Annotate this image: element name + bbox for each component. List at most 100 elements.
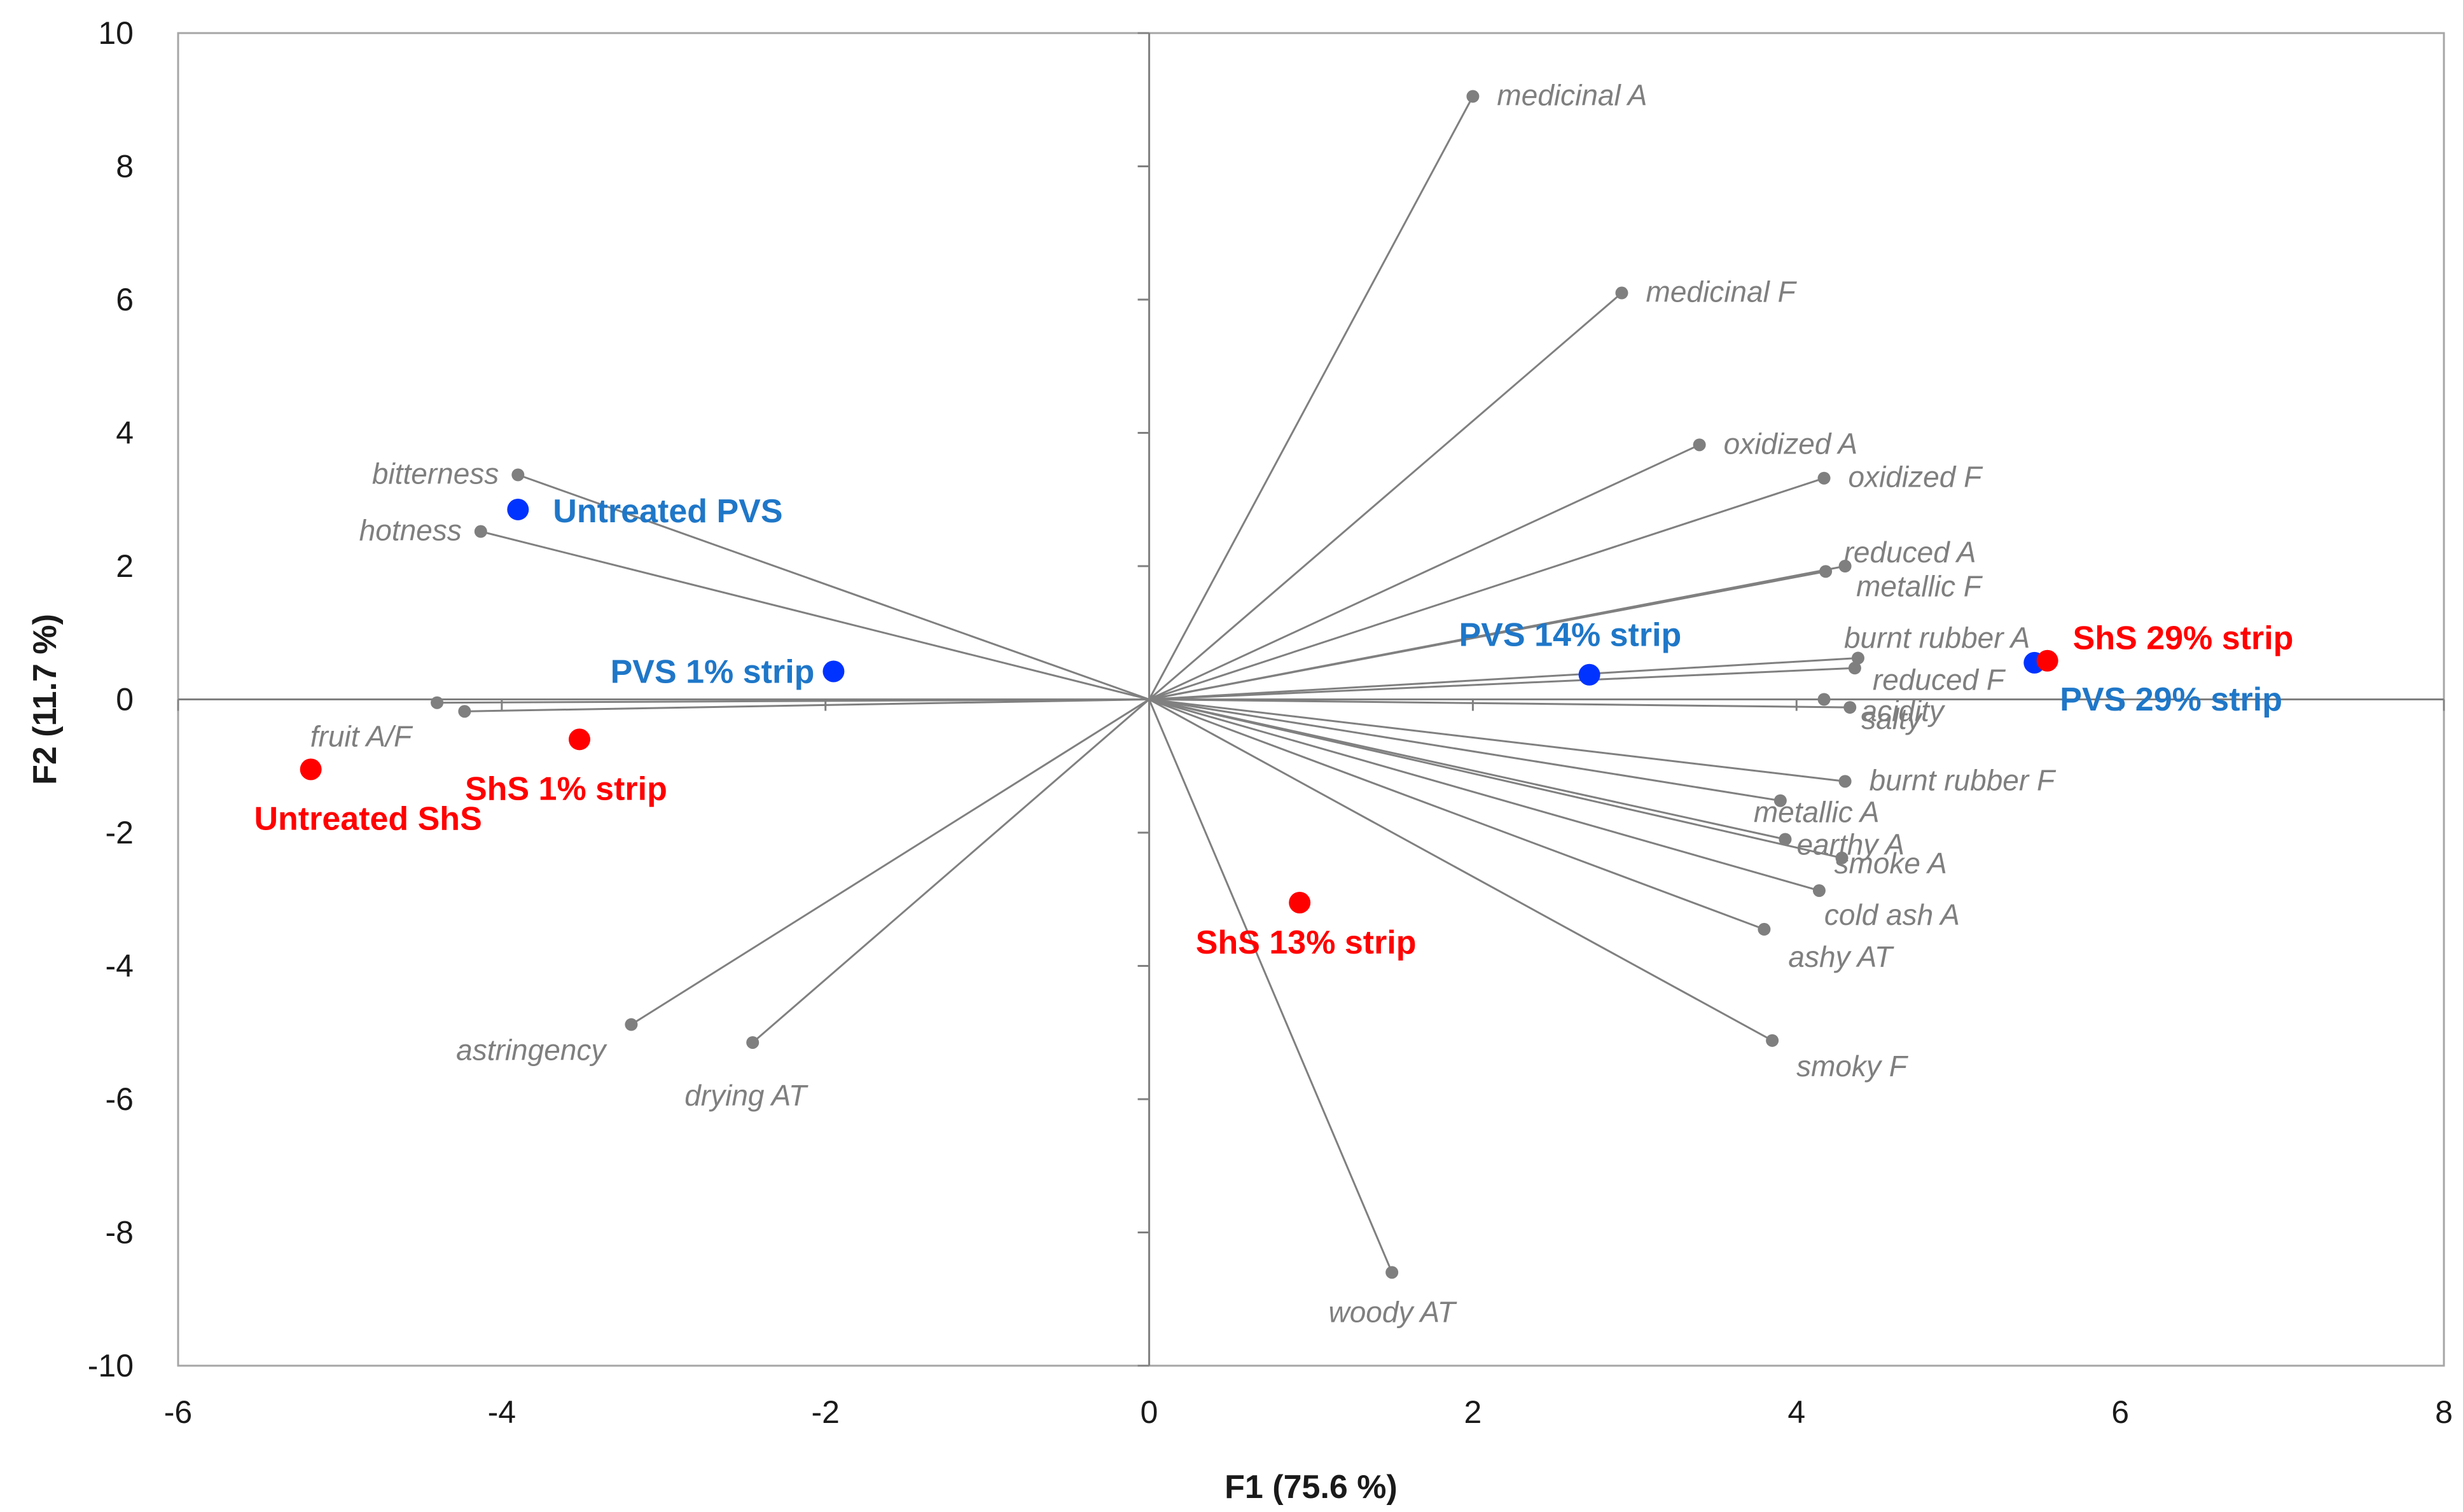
variable-label: reduced A: [1844, 536, 1976, 569]
variable-vector-line: [480, 531, 1149, 700]
variable-vector-endpoint: [1466, 90, 1480, 103]
variable-label: metallic F: [1856, 569, 1983, 602]
observation-point: [300, 758, 322, 780]
x-tick-label: 0: [1141, 1394, 1158, 1430]
y-axis-title: F2 (11.7 %): [27, 614, 64, 785]
variable-vector-endpoint: [1766, 1034, 1779, 1047]
variable-vector-line: [1148, 95, 1474, 700]
observation-point: [822, 660, 845, 683]
variable-vector-endpoint: [746, 1036, 760, 1049]
variable-label: drying AT: [684, 1079, 808, 1112]
variable-vector-line: [1149, 667, 1855, 700]
variable-label: medicinal A: [1497, 79, 1647, 112]
variable-label: hotness: [359, 514, 462, 547]
variable-vector-endpoint: [1819, 565, 1833, 578]
x-tick-label: 8: [2435, 1394, 2453, 1430]
y-tick-label: 0: [116, 682, 134, 718]
variable-vector-line: [1149, 698, 1781, 802]
x-tick-group: -6 -4 -2 0 2 4 6 8: [164, 699, 2453, 1430]
variable-vector-endpoint: [1838, 560, 1852, 572]
x-axis-title: F1 (75.6 %): [1225, 1469, 1398, 1506]
variable-vector-line: [464, 698, 1149, 712]
variable-vector-endpoint: [1851, 651, 1864, 665]
y-tick-group: -10 -8 -6 -4 -2 0 2 4 6 8 10: [88, 15, 1149, 1384]
variable-label: metallic A: [1754, 796, 1880, 829]
y-tick-label: 4: [116, 415, 134, 451]
variable-label: reduced F: [1873, 663, 2006, 696]
variable-vector-endpoint: [1773, 794, 1787, 807]
variable-vector-line: [437, 698, 1149, 704]
variable-vector-endpoint: [511, 468, 525, 482]
observation-point: [1578, 663, 1600, 686]
observation-label: ShS 29% strip: [2073, 620, 2294, 657]
x-tick-label: -4: [488, 1394, 516, 1430]
observation-label: PVS 29% strip: [2060, 681, 2282, 718]
observation-label: PVS 1% strip: [611, 654, 815, 691]
variable-vector-line: [517, 474, 1150, 700]
observation-point: [1289, 891, 1311, 913]
y-tick-label: 6: [116, 282, 134, 317]
x-tick-label: -2: [811, 1394, 839, 1430]
x-tick-label: -6: [164, 1394, 192, 1430]
variable-label: bitterness: [372, 457, 499, 490]
variable-vector-endpoint: [1812, 884, 1826, 898]
variable-vector-line: [1148, 292, 1623, 700]
variable-label: earthy A: [1796, 828, 1904, 861]
variable-vector-line: [1149, 698, 1845, 782]
y-tick-label: -2: [106, 815, 134, 850]
variable-vector-line: [630, 698, 1150, 1025]
x-tick-label: 2: [1464, 1394, 1482, 1430]
variable-vector-endpoint: [1693, 438, 1706, 452]
observation-label: ShS 1% strip: [465, 770, 667, 807]
variable-vector-line: [1149, 570, 1826, 700]
y-tick-label: -6: [106, 1081, 134, 1117]
variable-vector-endpoint: [1385, 1266, 1399, 1279]
variable-vector-line: [1149, 698, 1842, 859]
variable-vector-line: [1149, 698, 1850, 709]
variable-label: burnt rubber A: [1844, 621, 2030, 655]
variable-vector-line: [1149, 477, 1825, 700]
observation-label: ShS 13% strip: [1196, 924, 1417, 961]
observation-point: [568, 728, 590, 751]
variable-label: cold ash A: [1824, 898, 1960, 931]
y-tick-label: -4: [106, 948, 134, 984]
variable-label: burnt rubber F: [1870, 763, 2057, 796]
x-tick-label: 6: [2111, 1394, 2129, 1430]
variable-vector-endpoint: [431, 696, 444, 709]
variable-vector-endpoint: [474, 525, 487, 538]
variable-vector-line: [1148, 698, 1393, 1273]
variable-vector-endpoint: [1848, 662, 1861, 675]
variable-vector-line: [1148, 698, 1773, 1042]
variable-vector-endpoint: [1817, 471, 1831, 485]
x-tick-label: 4: [1787, 1394, 1805, 1430]
variable-label: ashy AT: [1788, 940, 1894, 973]
variable-vector-line: [1148, 443, 1700, 700]
variable-vector-endpoint: [1838, 775, 1852, 788]
variable-label: oxidized A: [1724, 427, 1858, 460]
variable-label: woody AT: [1329, 1295, 1457, 1328]
variable-label: fruit A/F: [310, 720, 413, 753]
observation-points: Untreated PVS PVS 1% strip PVS 14% strip PV…: [254, 493, 2293, 961]
variable-label: astringency: [456, 1034, 607, 1067]
observation-point: [507, 498, 529, 520]
variable-vector-endpoint: [1779, 833, 1792, 846]
variable-label: medicinal F: [1646, 275, 1798, 309]
y-tick-label: 8: [116, 149, 134, 184]
variable-vector-endpoint: [458, 705, 471, 718]
y-tick-label: -8: [106, 1215, 134, 1251]
variable-vector-endpoint: [1758, 922, 1771, 936]
variable-vector-endpoint: [1817, 693, 1831, 706]
variable-vector-endpoint: [1835, 851, 1849, 864]
y-tick-label: 10: [98, 15, 134, 51]
variable-vector-endpoint: [625, 1018, 638, 1031]
variable-vectors: medicinal A medicinal F oxidized Aoxidized…: [310, 79, 2057, 1329]
variable-label: smoke A: [1835, 847, 1947, 880]
variable-vector-line: [1149, 657, 1859, 700]
variable-vector-line: [1149, 698, 1765, 931]
variable-vector-line: [1149, 698, 1820, 892]
observation-label: PVS 14% strip: [1459, 617, 1682, 654]
variable-vector-line: [752, 698, 1150, 1044]
observation-label: Untreated ShS: [254, 800, 482, 837]
